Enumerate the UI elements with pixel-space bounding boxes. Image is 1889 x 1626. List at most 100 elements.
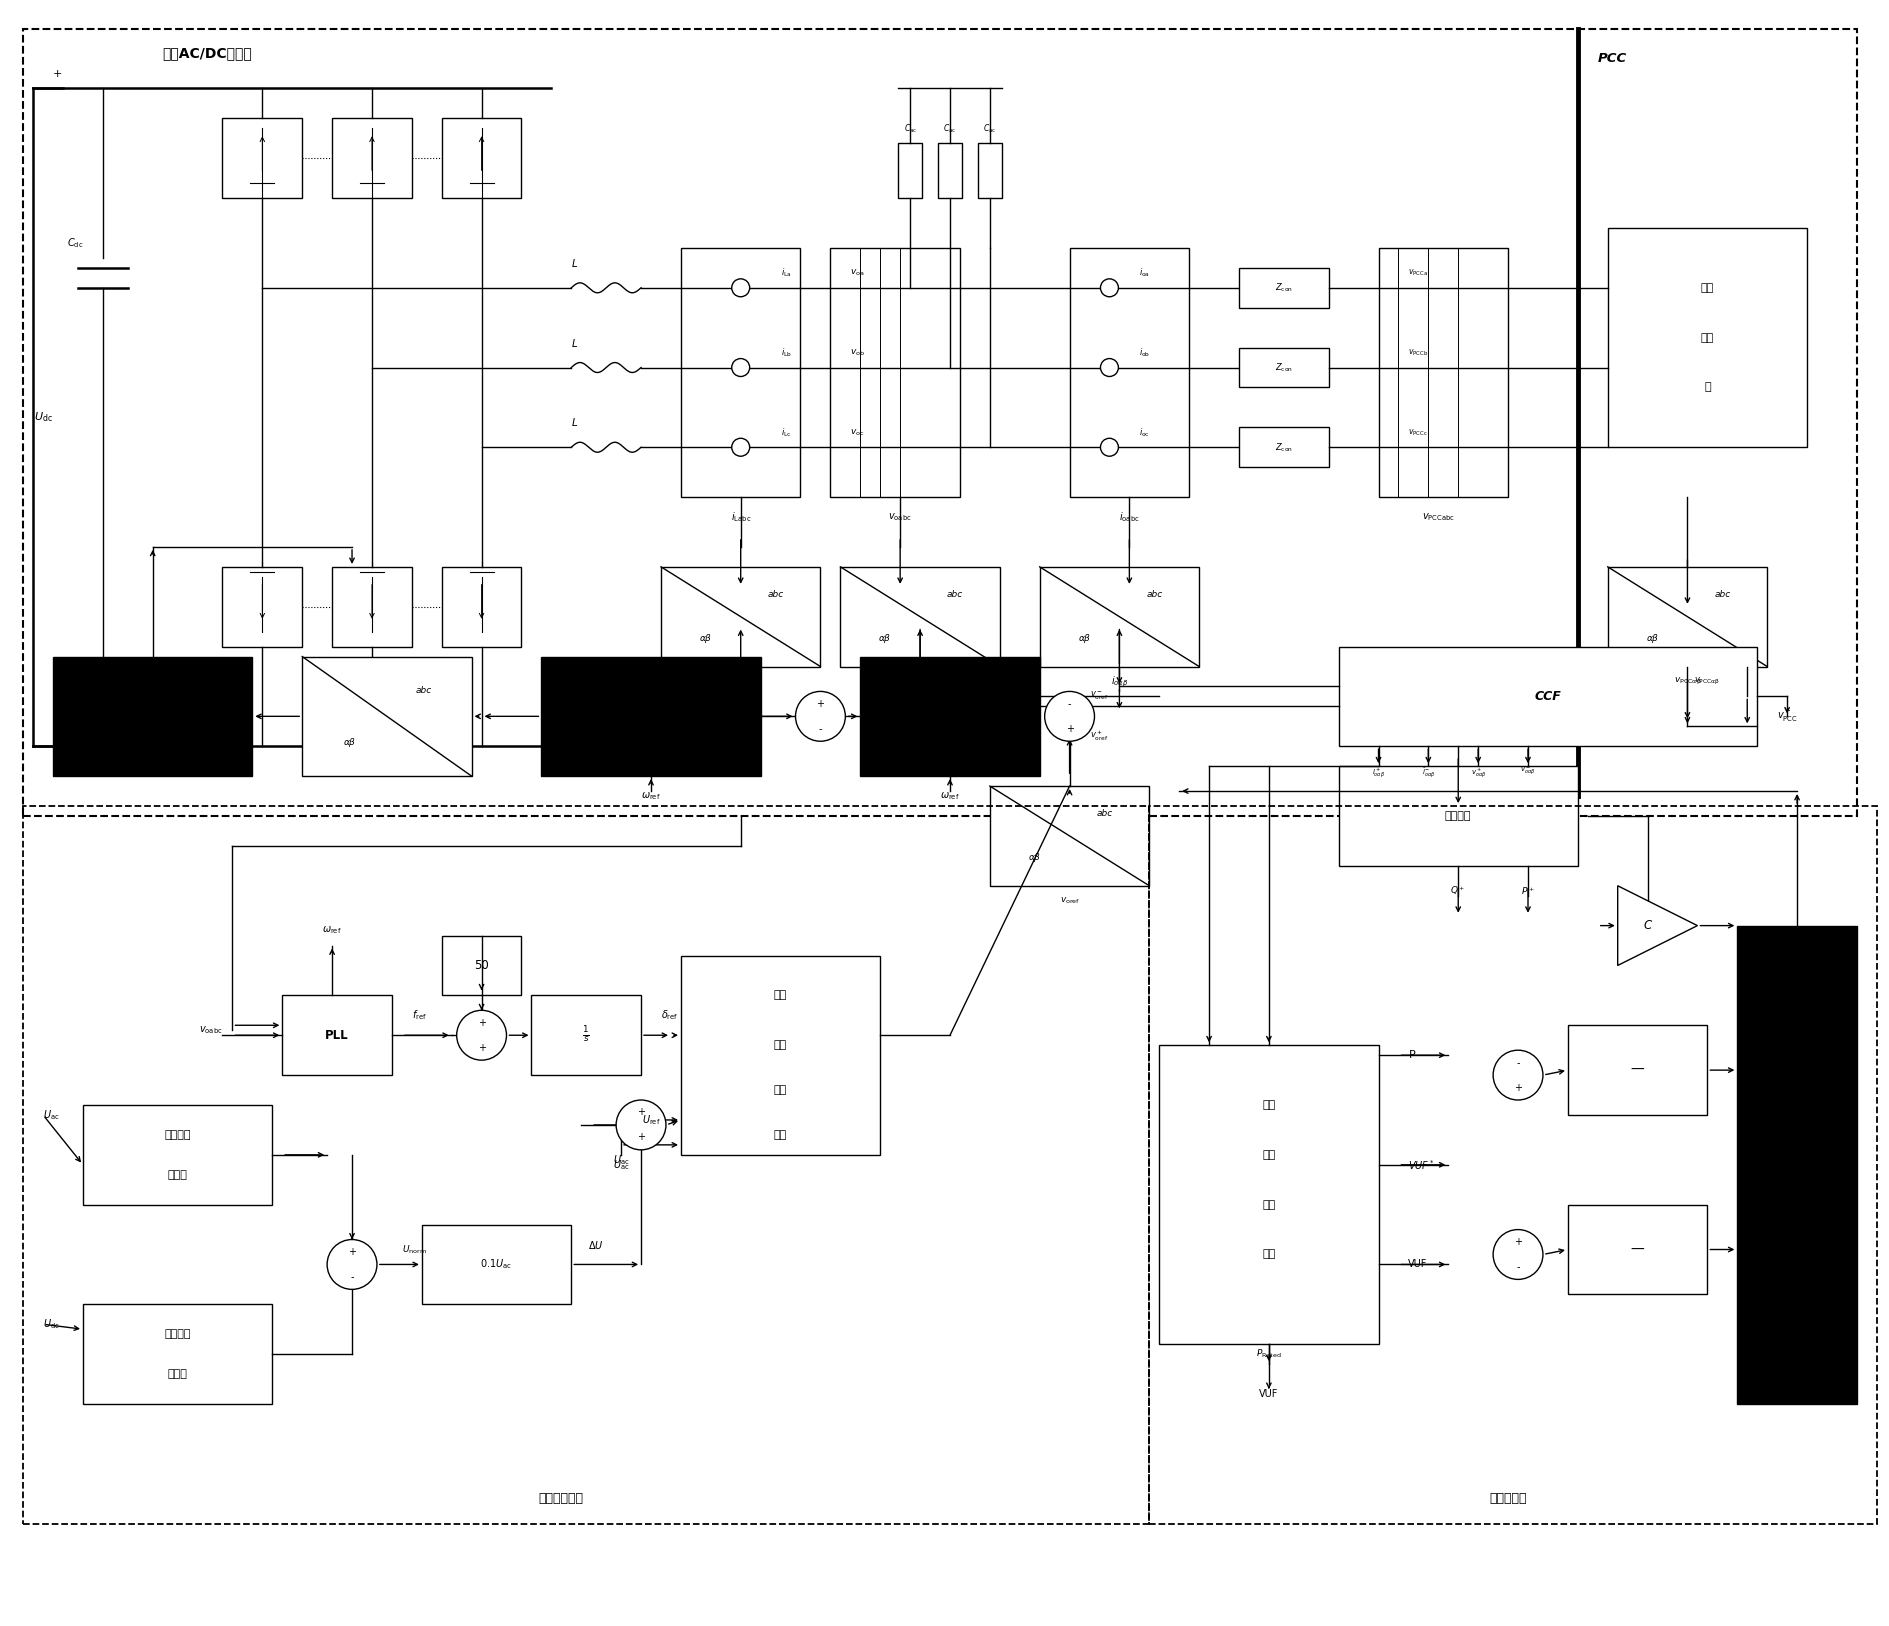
Text: +: + (53, 68, 62, 78)
Bar (332, 119, 412, 198)
Text: $\alpha\beta$: $\alpha\beta$ (878, 633, 892, 646)
Text: $i_{\rm La}$: $i_{\rm La}$ (780, 267, 791, 280)
Bar (83, 1304, 272, 1403)
Bar (1239, 268, 1328, 307)
Text: 量发: 量发 (773, 1085, 788, 1094)
Bar (680, 247, 801, 498)
Circle shape (1492, 1050, 1541, 1101)
Bar (223, 567, 302, 647)
Text: 正弦: 正弦 (773, 1041, 788, 1050)
Bar (897, 143, 922, 198)
Text: $\omega_{\rm ref}$: $\omega_{\rm ref}$ (939, 790, 960, 802)
Text: $U_{\rm ac}$: $U_{\rm ac}$ (43, 1107, 60, 1122)
Text: $C_{\rm ac}$: $C_{\rm ac}$ (943, 122, 956, 135)
Text: 称负: 称负 (1700, 333, 1713, 343)
Text: $\frac{1}{s}$: $\frac{1}{s}$ (582, 1024, 589, 1046)
Text: $v_{\rm ob}$: $v_{\rm ob}$ (850, 348, 865, 358)
Text: $v_{\rm PCC\alpha\beta}$: $v_{\rm PCC\alpha\beta}$ (1694, 676, 1719, 688)
Text: $\alpha\beta$: $\alpha\beta$ (699, 633, 712, 646)
Text: 化处理: 化处理 (168, 1369, 187, 1379)
Circle shape (731, 359, 750, 377)
Text: abc: abc (1147, 590, 1162, 600)
Text: abc: abc (416, 686, 433, 694)
Text: $P^+$: $P^+$ (1521, 885, 1534, 896)
Text: 生器: 生器 (773, 1130, 788, 1140)
Text: $C_{\rm ac}$: $C_{\rm ac}$ (982, 122, 996, 135)
Text: $i_{L\alpha\beta}$: $i_{L\alpha\beta}$ (731, 675, 748, 689)
Text: $v^+_{o\alpha\beta}$: $v^+_{o\alpha\beta}$ (1470, 766, 1485, 780)
Bar (223, 119, 302, 198)
Text: $\Delta U$: $\Delta U$ (587, 1239, 604, 1250)
Text: $i_{o\alpha\beta}$: $i_{o\alpha\beta}$ (1111, 675, 1128, 689)
Text: +: + (1065, 724, 1073, 733)
Text: $Z_{\rm con}$: $Z_{\rm con}$ (1275, 361, 1292, 374)
Text: $v^-_{\rm PCC}$: $v^-_{\rm PCC}$ (1776, 709, 1796, 724)
Polygon shape (1617, 886, 1696, 966)
Circle shape (327, 1239, 376, 1289)
Text: $i_{\rm oa}$: $i_{\rm oa}$ (1139, 267, 1150, 280)
Text: $\alpha\beta$: $\alpha\beta$ (1645, 633, 1659, 646)
Bar (1377, 247, 1507, 498)
Text: abc: abc (767, 590, 784, 600)
Text: 功率计算: 功率计算 (1445, 811, 1472, 821)
Text: $v_{\rm PCC\alpha\beta}$: $v_{\rm PCC\alpha\beta}$ (1674, 676, 1700, 688)
Bar (859, 657, 1039, 776)
Text: $v_{\rm PCCa}$: $v_{\rm PCCa}$ (1407, 268, 1428, 278)
Bar (302, 657, 472, 776)
Circle shape (1492, 1229, 1541, 1280)
Text: $i^+_{o\alpha\beta}$: $i^+_{o\alpha\beta}$ (1371, 766, 1385, 780)
Text: +: + (478, 1018, 485, 1028)
Text: 载: 载 (1704, 382, 1710, 392)
Bar (1568, 1205, 1706, 1294)
Text: -: - (1515, 1057, 1519, 1068)
Text: $Z_{\rm con}$: $Z_{\rm con}$ (1275, 441, 1292, 454)
Text: $U_{\rm ac}$: $U_{\rm ac}$ (612, 1158, 629, 1172)
Text: $\delta_{\rm ref}$: $\delta_{\rm ref}$ (661, 1008, 678, 1023)
Text: 下垂归一: 下垂归一 (164, 1328, 191, 1340)
Text: $i_{\rm Labc}$: $i_{\rm Labc}$ (731, 511, 750, 524)
Text: +: + (348, 1247, 355, 1257)
Bar (83, 1106, 272, 1205)
Text: $i_{\rm oc}$: $i_{\rm oc}$ (1139, 426, 1150, 439)
Text: 计算: 计算 (1262, 1249, 1275, 1260)
Text: $i_{\rm Lc}$: $i_{\rm Lc}$ (780, 426, 791, 439)
Bar (977, 143, 1001, 198)
Text: —: — (1630, 1242, 1643, 1257)
Text: $i_{\rm oabc}$: $i_{\rm oabc}$ (1118, 511, 1139, 524)
Text: -: - (1067, 699, 1071, 709)
Text: $U_{\rm ref}$: $U_{\rm ref}$ (642, 1114, 661, 1127)
Circle shape (1045, 691, 1094, 741)
Text: -: - (1515, 1262, 1519, 1272)
Text: +: + (637, 1132, 644, 1143)
Text: VUF: VUF (1407, 1260, 1426, 1270)
Bar (442, 567, 521, 647)
Bar (442, 119, 521, 198)
Text: $v_{\rm oref}$: $v_{\rm oref}$ (1060, 896, 1079, 906)
Text: +: + (478, 1042, 485, 1052)
Text: $v_{\rm oabc}$: $v_{\rm oabc}$ (888, 511, 912, 524)
Bar (1149, 806, 1876, 1524)
Text: 衡度: 衡度 (1262, 1200, 1275, 1210)
Bar (540, 657, 759, 776)
Text: 三相: 三相 (773, 990, 788, 1000)
Bar (937, 143, 962, 198)
Text: $v_{\rm PCCb}$: $v_{\rm PCCb}$ (1407, 348, 1428, 358)
Text: +: + (1513, 1083, 1521, 1093)
Text: C: C (1643, 919, 1651, 932)
Text: -: - (349, 1272, 353, 1281)
Bar (1736, 925, 1855, 1403)
Text: $v^-_{o\alpha\beta}$: $v^-_{o\alpha\beta}$ (1519, 766, 1536, 779)
Text: 50: 50 (474, 959, 489, 972)
Text: $i_{\rm Lb}$: $i_{\rm Lb}$ (780, 346, 791, 359)
Text: $\omega_{\rm ref}$: $\omega_{\rm ref}$ (640, 790, 661, 802)
Bar (1337, 766, 1577, 865)
Bar (332, 567, 412, 647)
Text: $U_{\rm ac}$: $U_{\rm ac}$ (612, 1153, 629, 1167)
Text: $L$: $L$ (570, 416, 578, 428)
Text: $v_{\rm PCCabc}$: $v_{\rm PCCabc}$ (1421, 511, 1455, 524)
Text: -: - (53, 727, 57, 737)
Text: $v_{\rm oref}^+$: $v_{\rm oref}^+$ (1088, 728, 1107, 743)
Bar (1069, 247, 1188, 498)
Text: $v_{\rm oc}$: $v_{\rm oc}$ (850, 428, 863, 437)
Text: $\bar{i}^-_{o\alpha\beta}$: $\bar{i}^-_{o\alpha\beta}$ (1421, 766, 1434, 780)
